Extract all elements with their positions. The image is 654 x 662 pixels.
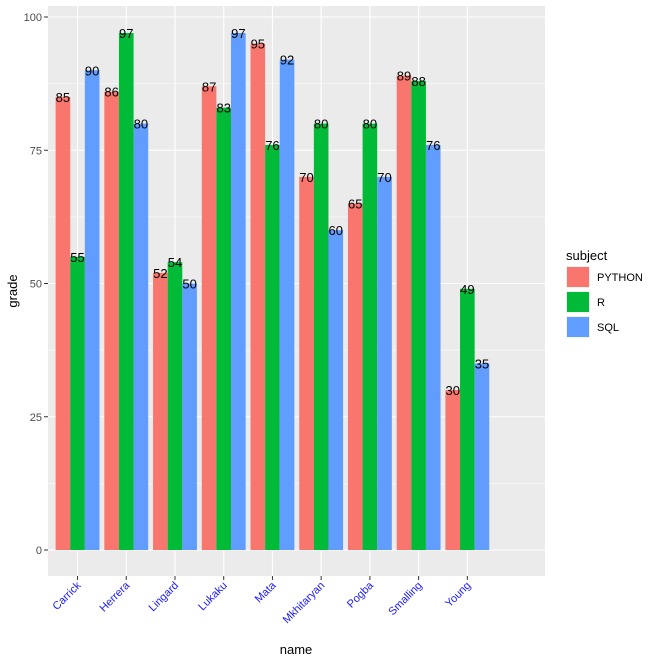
- data-label: 30: [445, 383, 459, 398]
- data-label: 70: [299, 170, 313, 185]
- x-tick-label: Mkhitaryan: [281, 580, 328, 627]
- bar-sql-mkhitaryan: [328, 230, 344, 550]
- bar-sql-lingard: [182, 283, 197, 550]
- legend-label: PYTHON: [597, 272, 643, 284]
- data-label: 55: [70, 250, 84, 265]
- x-tick-label: Smalling: [386, 580, 424, 618]
- bar-python-mkhitaryan: [299, 176, 314, 550]
- data-label: 50: [182, 277, 196, 292]
- data-label: 97: [119, 26, 133, 41]
- bar-python-lukaku: [201, 86, 217, 550]
- bar-r-lukaku: [216, 107, 232, 551]
- data-label: 54: [168, 255, 182, 270]
- data-label: 76: [265, 138, 279, 153]
- legend-swatch-r: [567, 292, 589, 312]
- x-tick-label: Carrick: [51, 579, 84, 612]
- data-label: 95: [251, 37, 265, 52]
- bar-python-young: [445, 390, 461, 550]
- bar-python-herrera: [104, 91, 119, 551]
- y-tick-label: 100: [24, 12, 42, 24]
- data-label: 85: [56, 90, 70, 105]
- x-tick-label: Herrera: [98, 579, 133, 614]
- y-tick-label: 75: [30, 145, 42, 157]
- data-label: 87: [202, 79, 216, 94]
- bar-sql-young: [474, 363, 490, 550]
- x-axis: Carrick Herrera Lingard Lukaku Mata Mkhitarya…: [51, 576, 473, 627]
- y-tick-label: 25: [30, 412, 42, 424]
- data-label: 83: [216, 101, 230, 116]
- data-label: 80: [314, 117, 328, 132]
- bar-sql-herrera: [133, 123, 149, 550]
- bar-r-pogba: [362, 123, 378, 550]
- bars-group: [55, 32, 490, 551]
- y-axis: 0 25 50 75 100: [24, 12, 48, 557]
- data-label: 90: [85, 63, 99, 78]
- y-axis-title: grade: [5, 274, 20, 307]
- legend: subject PYTHON R SQL: [566, 248, 643, 338]
- legend-swatch-sql: [567, 317, 589, 337]
- data-labels-group: 85 86 52 87 95 70 65 89 30 55 97 54 83 76 80 80 88 49 90 80…: [56, 26, 490, 398]
- x-axis-title: name: [280, 642, 313, 657]
- bar-sql-pogba: [377, 176, 392, 550]
- bar-sql-carrick: [84, 70, 100, 551]
- data-label: 35: [475, 356, 489, 371]
- data-label: 92: [280, 53, 294, 68]
- legend-label: SQL: [597, 322, 619, 334]
- y-tick-label: 0: [36, 545, 42, 557]
- bar-python-smalling: [396, 75, 412, 550]
- bar-r-mkhitaryan: [313, 123, 329, 550]
- data-label: 52: [153, 266, 167, 281]
- data-label: 97: [231, 26, 245, 41]
- bar-python-lingard: [153, 272, 168, 550]
- bar-sql-lukaku: [231, 32, 246, 551]
- x-tick-label: Mata: [253, 579, 279, 605]
- y-tick-label: 50: [30, 279, 42, 291]
- data-label: 80: [134, 117, 148, 132]
- bar-r-lingard: [167, 262, 183, 550]
- x-tick-label: Lingard: [147, 580, 181, 614]
- data-label: 89: [397, 69, 411, 84]
- bar-r-young: [460, 288, 475, 550]
- data-label: 80: [363, 117, 377, 132]
- data-label: 76: [426, 138, 440, 153]
- bar-python-mata: [250, 43, 266, 551]
- data-label: 70: [377, 170, 391, 185]
- data-label: 65: [348, 197, 362, 212]
- data-label: 60: [329, 223, 343, 238]
- bar-r-smalling: [411, 80, 426, 551]
- data-label: 86: [104, 85, 118, 100]
- legend-title: subject: [566, 248, 608, 263]
- legend-swatch-python: [567, 267, 589, 287]
- x-tick-label: Pogba: [345, 579, 377, 611]
- bar-python-pogba: [347, 203, 363, 551]
- x-tick-label: Lukaku: [196, 580, 230, 614]
- bar-r-carrick: [70, 256, 85, 550]
- data-label: 88: [411, 74, 425, 89]
- bar-r-mata: [265, 144, 280, 551]
- bar-sql-mata: [279, 59, 295, 550]
- bar-sql-smalling: [425, 144, 441, 551]
- bar-r-herrera: [118, 32, 134, 551]
- legend-label: R: [597, 297, 605, 309]
- bar-python-carrick: [55, 96, 71, 550]
- data-label: 49: [460, 282, 474, 297]
- x-tick-label: Young: [443, 580, 473, 610]
